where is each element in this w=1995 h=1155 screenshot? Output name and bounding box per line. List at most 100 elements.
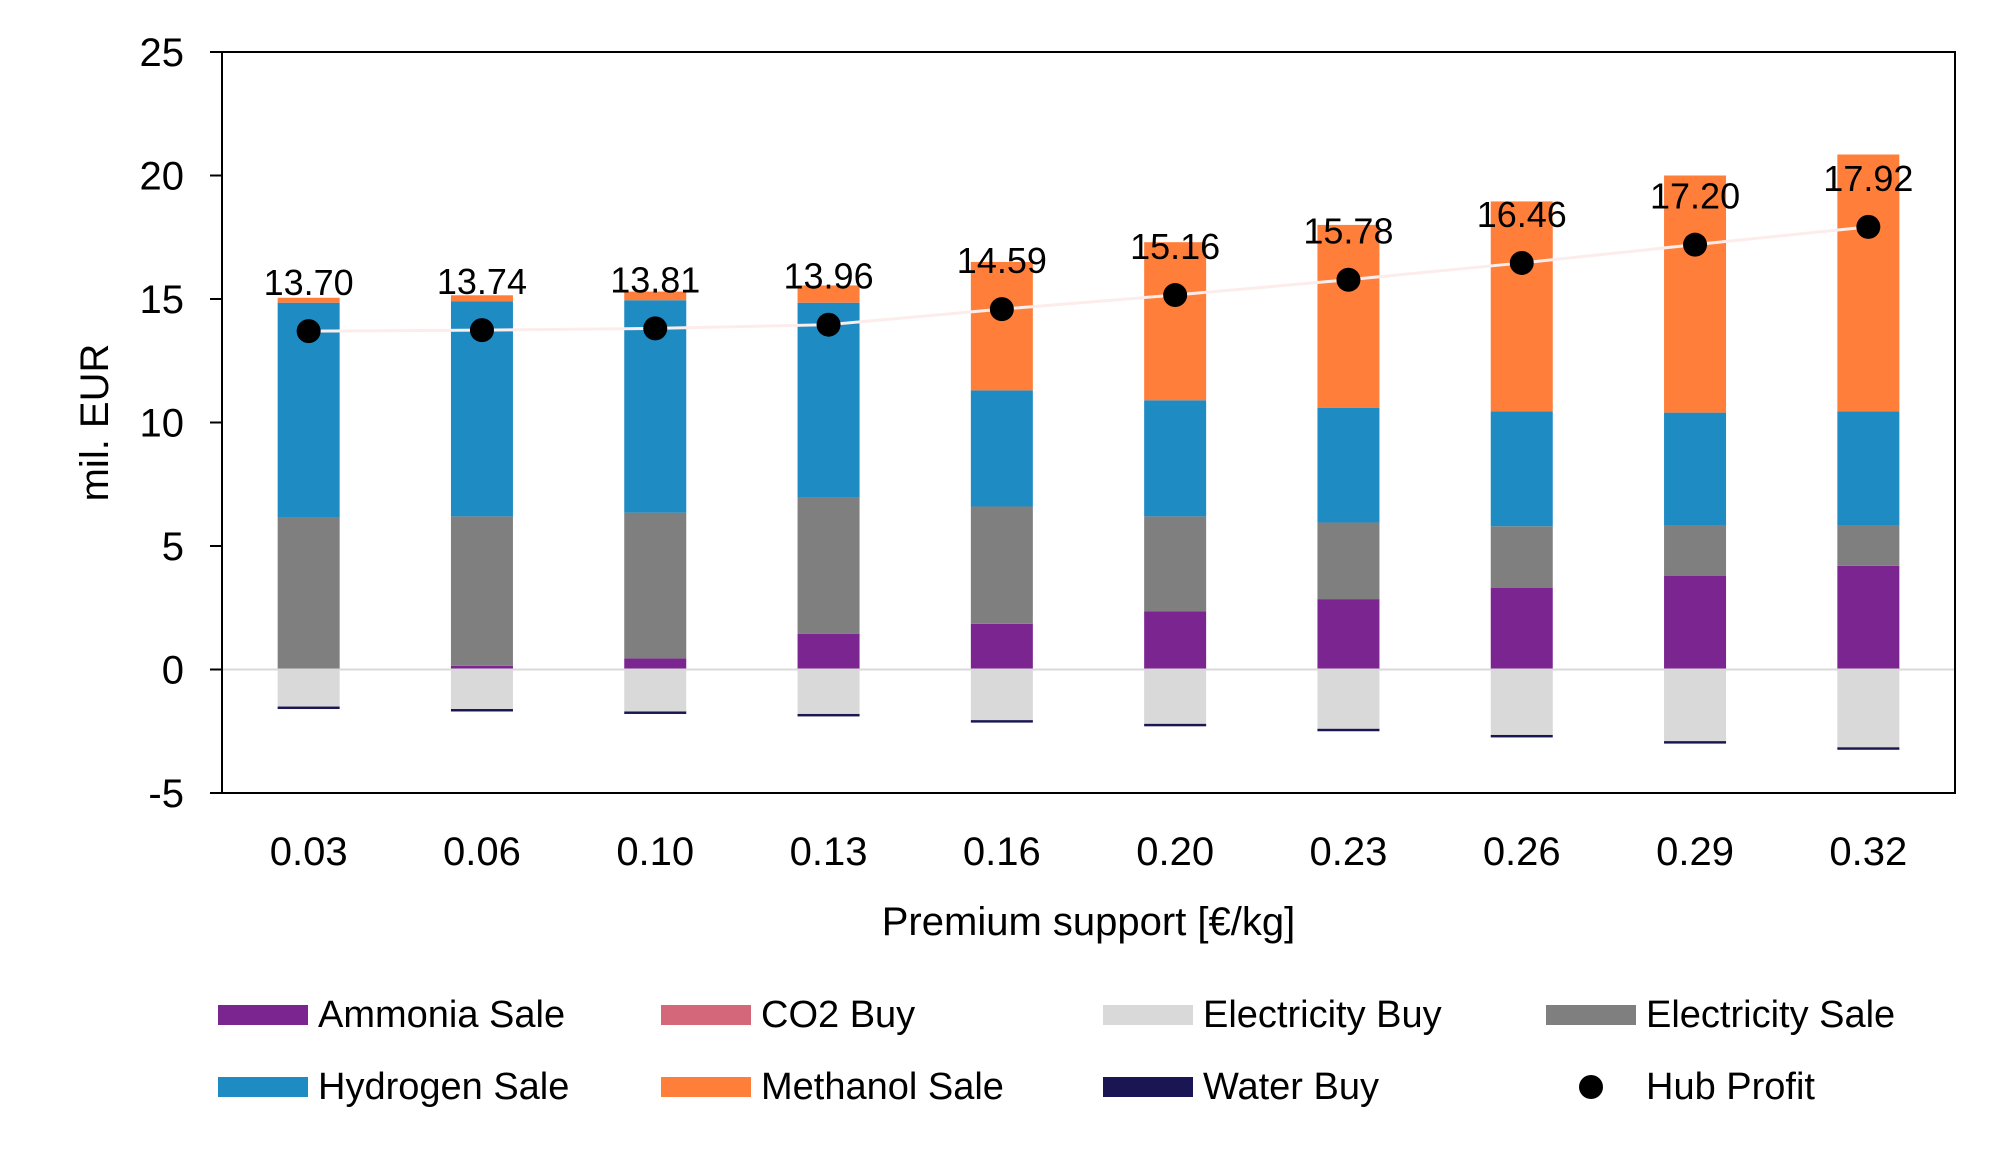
profit-marker [989, 297, 1014, 322]
legend-item-electricity-buy: Electricity Buy [1103, 990, 1442, 1040]
y-tick-label: 15 [140, 278, 185, 322]
bar-segment-electricity-buy [624, 669, 687, 712]
bar-segment-electricity-sale [277, 517, 340, 670]
x-tick-label: 0.26 [1483, 830, 1561, 874]
bar-segment-ammonia-sale [1837, 565, 1900, 670]
x-tick-label: 0.32 [1829, 830, 1907, 874]
bar-segment-hydrogen-sale [1144, 400, 1207, 517]
legend-swatch [1546, 1005, 1636, 1025]
bars-layer [277, 154, 1900, 750]
bar-segment-electricity-sale [450, 516, 513, 666]
y-tick-label: 0 [162, 649, 184, 693]
bar-segment-electricity-sale [797, 497, 860, 634]
y-tick-label: -5 [148, 772, 184, 816]
bar-segment-electricity-sale [1490, 526, 1553, 588]
legend-item-electricity-sale: Electricity Sale [1546, 990, 1895, 1040]
profit-marker [816, 312, 841, 337]
bar-segment-ammonia-sale [970, 623, 1033, 670]
profit-data-label: 13.74 [437, 261, 527, 302]
y-tick-label: 20 [140, 155, 185, 199]
profit-data-label: 17.92 [1823, 158, 1913, 199]
legend-swatch [218, 1005, 308, 1025]
profit-marker [1336, 267, 1361, 292]
bar-segment-water-buy [1664, 741, 1727, 744]
legend-swatch [218, 1077, 308, 1097]
x-tick-label: 0.20 [1136, 830, 1214, 874]
bar-segment-water-buy [624, 711, 687, 714]
bar-segment-ammonia-sale [450, 665, 513, 670]
profit-marker [1683, 232, 1708, 257]
profit-marker [643, 316, 668, 341]
bar-segment-methanol-sale [624, 291, 687, 301]
bar-segment-hydrogen-sale [970, 390, 1033, 507]
bar-segment-water-buy [1144, 723, 1207, 727]
chart-legend: Ammonia Sale CO2 Buy Electricity Buy Electr… [218, 990, 1978, 1140]
legend-label: Water Buy [1203, 1065, 1379, 1108]
legend-label: Hub Profit [1646, 1065, 1815, 1108]
bar-segment-ammonia-sale [624, 658, 687, 670]
x-tick-label: 0.06 [443, 830, 521, 874]
profit-data-label: 16.46 [1477, 194, 1567, 235]
profit-data-label: 15.78 [1303, 211, 1393, 252]
bar-segment-electricity-buy [1144, 669, 1207, 724]
bar-segment-electricity-sale [970, 506, 1033, 624]
bar-segment-electricity-buy [1490, 669, 1553, 735]
bar-segment-ammonia-sale [1144, 611, 1207, 670]
legend-swatch [1103, 1005, 1193, 1025]
legend-label: Hydrogen Sale [318, 1065, 570, 1108]
profit-marker [1509, 250, 1534, 275]
legend-item-hub-profit: Hub Profit [1546, 1062, 1815, 1112]
bar-segment-hydrogen-sale [1490, 411, 1553, 527]
bar-segment-electricity-sale [1837, 525, 1900, 566]
bar-segment-methanol-sale [970, 261, 1033, 391]
bar-segment-electricity-buy [970, 669, 1033, 721]
legend-swatch [1103, 1077, 1193, 1097]
bar-segment-methanol-sale [797, 285, 860, 303]
legend-item-methanol-sale: Methanol Sale [661, 1062, 1004, 1112]
legend-label: CO2 Buy [761, 993, 916, 1036]
bar-segment-methanol-sale [1144, 242, 1207, 401]
bar-segment-methanol-sale [1837, 154, 1900, 412]
profit-data-label: 15.16 [1130, 226, 1220, 267]
x-tick-label: 0.03 [270, 830, 348, 874]
bar-segment-electricity-sale [624, 512, 687, 659]
bar-segment-methanol-sale [1664, 175, 1727, 413]
legend-item-co2-buy: CO2 Buy [661, 990, 915, 1040]
profit-marker [1856, 214, 1881, 239]
bar-segment-methanol-sale [1317, 224, 1380, 408]
bar-segment-electricity-buy [1317, 669, 1380, 729]
bar-segment-water-buy [1317, 728, 1380, 732]
bar-segment-electricity-sale [1317, 522, 1380, 600]
profit-data-label: 17.20 [1650, 176, 1740, 217]
legend-item-hydrogen-sale: Hydrogen Sale [218, 1062, 569, 1112]
y-tick-label: 25 [140, 31, 185, 75]
bar-segment-electricity-sale [1664, 525, 1727, 576]
legend-item-water-buy: Water Buy [1103, 1062, 1379, 1112]
legend-marker [1546, 1075, 1636, 1099]
bar-segment-electricity-buy [1837, 669, 1900, 748]
bar-segment-water-buy [970, 720, 1033, 723]
bar-segment-electricity-buy [1664, 669, 1727, 742]
profit-marker [1163, 283, 1188, 308]
bar-segment-ammonia-sale [1664, 575, 1727, 670]
x-tick-label: 0.16 [963, 830, 1041, 874]
legend-swatch [661, 1005, 751, 1025]
bar-segment-water-buy [277, 706, 340, 710]
profit-marker [296, 319, 321, 344]
bar-segment-electricity-sale [1144, 516, 1207, 612]
x-tick-label: 0.29 [1656, 830, 1734, 874]
bar-segment-water-buy [1837, 747, 1900, 750]
legend-label: Methanol Sale [761, 1065, 1004, 1108]
profit-data-label: 13.81 [610, 259, 700, 300]
x-axis-label: Premium support [€/kg] [882, 900, 1296, 944]
bar-segment-methanol-sale [1490, 201, 1553, 412]
bar-segment-methanol-sale [277, 297, 340, 303]
bar-segment-methanol-sale [450, 295, 513, 302]
bar-segment-electricity-buy [277, 669, 340, 707]
bar-segment-electricity-buy [797, 669, 860, 714]
bar-segment-ammonia-sale [1317, 599, 1380, 670]
x-tick-label: 0.10 [616, 830, 694, 874]
profit-marker [469, 318, 494, 343]
bar-segment-hydrogen-sale [1837, 411, 1900, 526]
y-tick-label: 5 [162, 525, 184, 569]
